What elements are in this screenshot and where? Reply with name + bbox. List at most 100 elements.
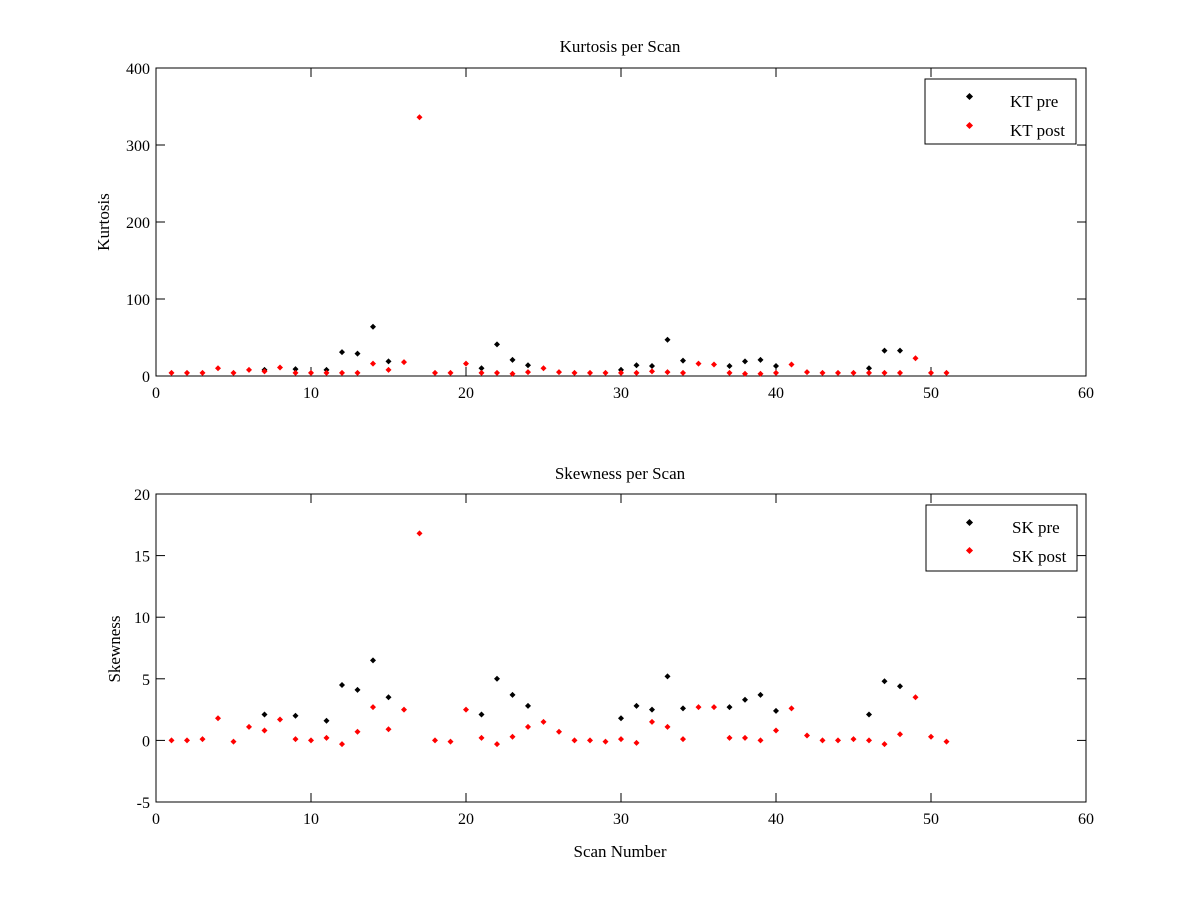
skewness-x-tick-label: 20	[458, 811, 474, 828]
kurtosis-x-tick-label: 0	[152, 385, 160, 402]
point-sk-post	[246, 723, 252, 730]
point-kt-post	[804, 369, 810, 376]
point-kt-post	[308, 369, 314, 376]
skewness-x-tick-label: 0	[152, 811, 160, 828]
point-kt-post	[571, 369, 578, 376]
point-kt-pre	[757, 356, 764, 363]
point-sk-post	[773, 727, 779, 734]
point-sk-post	[478, 734, 485, 741]
skewness-y-tick-label: 20	[134, 487, 150, 504]
point-kt-pre	[323, 366, 330, 373]
point-kt-post	[866, 369, 872, 376]
point-kt-pre	[354, 350, 361, 357]
kurtosis-y-tick-label: 400	[126, 61, 150, 78]
point-kt-post	[943, 369, 950, 376]
point-sk-pre	[339, 681, 345, 688]
kurtosis-subplot: Kurtosis per Scan Kurtosis 0 10 20 30 40 50 60…	[94, 37, 1094, 402]
point-sk-pre	[525, 702, 531, 709]
legend-label-sk-pre: SK pre	[1012, 518, 1060, 537]
point-sk-post	[199, 736, 206, 743]
point-sk-post	[556, 728, 562, 735]
point-sk-post	[928, 733, 934, 740]
point-sk-post	[788, 705, 795, 712]
point-sk-post	[509, 733, 516, 740]
kurtosis-legend-box	[924, 78, 1077, 145]
point-sk-pre	[478, 711, 485, 718]
point-sk-post	[695, 704, 702, 711]
point-kt-post	[788, 361, 795, 368]
point-kt-post	[261, 368, 268, 375]
kurtosis-y-tick-label: 100	[126, 292, 150, 309]
point-kt-post	[618, 369, 624, 376]
point-kt-pre	[494, 341, 500, 348]
skewness-y-tick-label: 10	[134, 610, 150, 627]
kurtosis-x-tick-label: 20	[458, 385, 474, 402]
point-sk-post	[912, 694, 919, 701]
point-sk-post	[308, 737, 314, 744]
point-kt-post	[246, 366, 252, 373]
point-kt-post	[556, 369, 562, 376]
point-kt-pre	[649, 362, 655, 369]
point-sk-post	[819, 737, 826, 744]
point-kt-post	[215, 365, 221, 372]
point-kt-post	[602, 369, 609, 376]
point-sk-post	[618, 736, 624, 743]
point-kt-post	[540, 365, 547, 372]
point-sk-post	[680, 736, 686, 743]
skewness-subplot: Skewness per Scan Skewness Scan Number 0…	[105, 464, 1094, 861]
point-sk-pre	[494, 675, 500, 682]
point-sk-post	[602, 738, 609, 745]
point-kt-post	[199, 369, 206, 376]
point-sk-post	[664, 723, 671, 730]
point-kt-post	[695, 360, 702, 367]
legend-label-kt-pre: KT pre	[1010, 92, 1058, 111]
kurtosis-y-tick-label: 0	[142, 369, 150, 386]
legend-marker-kt-post	[965, 121, 974, 130]
point-sk-pre	[742, 696, 748, 703]
kurtosis-x-tick-label: 30	[613, 385, 629, 402]
skewness-x-tick-label: 10	[303, 811, 319, 828]
point-kt-post	[649, 368, 655, 375]
point-sk-post	[339, 741, 345, 748]
point-kt-post	[525, 369, 531, 376]
point-sk-post	[261, 727, 268, 734]
kurtosis-legend: KT pre KT post	[924, 78, 1077, 145]
point-sk-post	[168, 737, 175, 744]
point-kt-post	[230, 369, 237, 376]
point-kt-post	[168, 369, 175, 376]
skewness-x-tick-label: 30	[613, 811, 629, 828]
point-kt-pre	[385, 358, 392, 365]
point-sk-post	[742, 734, 748, 741]
point-sk-post	[277, 716, 283, 723]
point-sk-post	[215, 715, 221, 722]
kurtosis-x-tick-label: 10	[303, 385, 319, 402]
point-kt-post	[897, 369, 903, 376]
kurtosis-x-tick-label: 60	[1078, 385, 1094, 402]
point-kt-pre	[618, 366, 624, 373]
legend-marker-kt-pre	[965, 92, 974, 101]
point-kt-pre	[478, 365, 485, 372]
point-sk-post	[943, 738, 950, 745]
point-kt-pre	[525, 362, 531, 369]
skewness-x-tick-label: 60	[1078, 811, 1094, 828]
kurtosis-y-axis-label: Kurtosis	[94, 193, 113, 251]
point-kt-post	[680, 369, 686, 376]
point-sk-post	[633, 739, 640, 746]
point-kt-post	[432, 369, 438, 376]
point-sk-post	[230, 738, 237, 745]
point-kt-post	[184, 369, 190, 376]
point-kt-pre	[680, 357, 686, 364]
skewness-y-axis-label: Skewness	[105, 615, 124, 682]
point-sk-post	[649, 718, 655, 725]
point-sk-post	[804, 732, 810, 739]
point-sk-pre	[881, 678, 888, 685]
skewness-legend: SK pre SK post	[925, 504, 1078, 572]
x-axis-label: Scan Number	[573, 842, 666, 861]
point-kt-post	[835, 369, 841, 376]
point-kt-post	[928, 369, 934, 376]
skewness-chart-title: Skewness per Scan	[555, 464, 686, 483]
kurtosis-y-tick-label: 300	[126, 138, 150, 155]
legend-label-sk-post: SK post	[1012, 547, 1067, 566]
point-kt-pre	[664, 336, 671, 343]
point-sk-pre	[385, 694, 392, 701]
